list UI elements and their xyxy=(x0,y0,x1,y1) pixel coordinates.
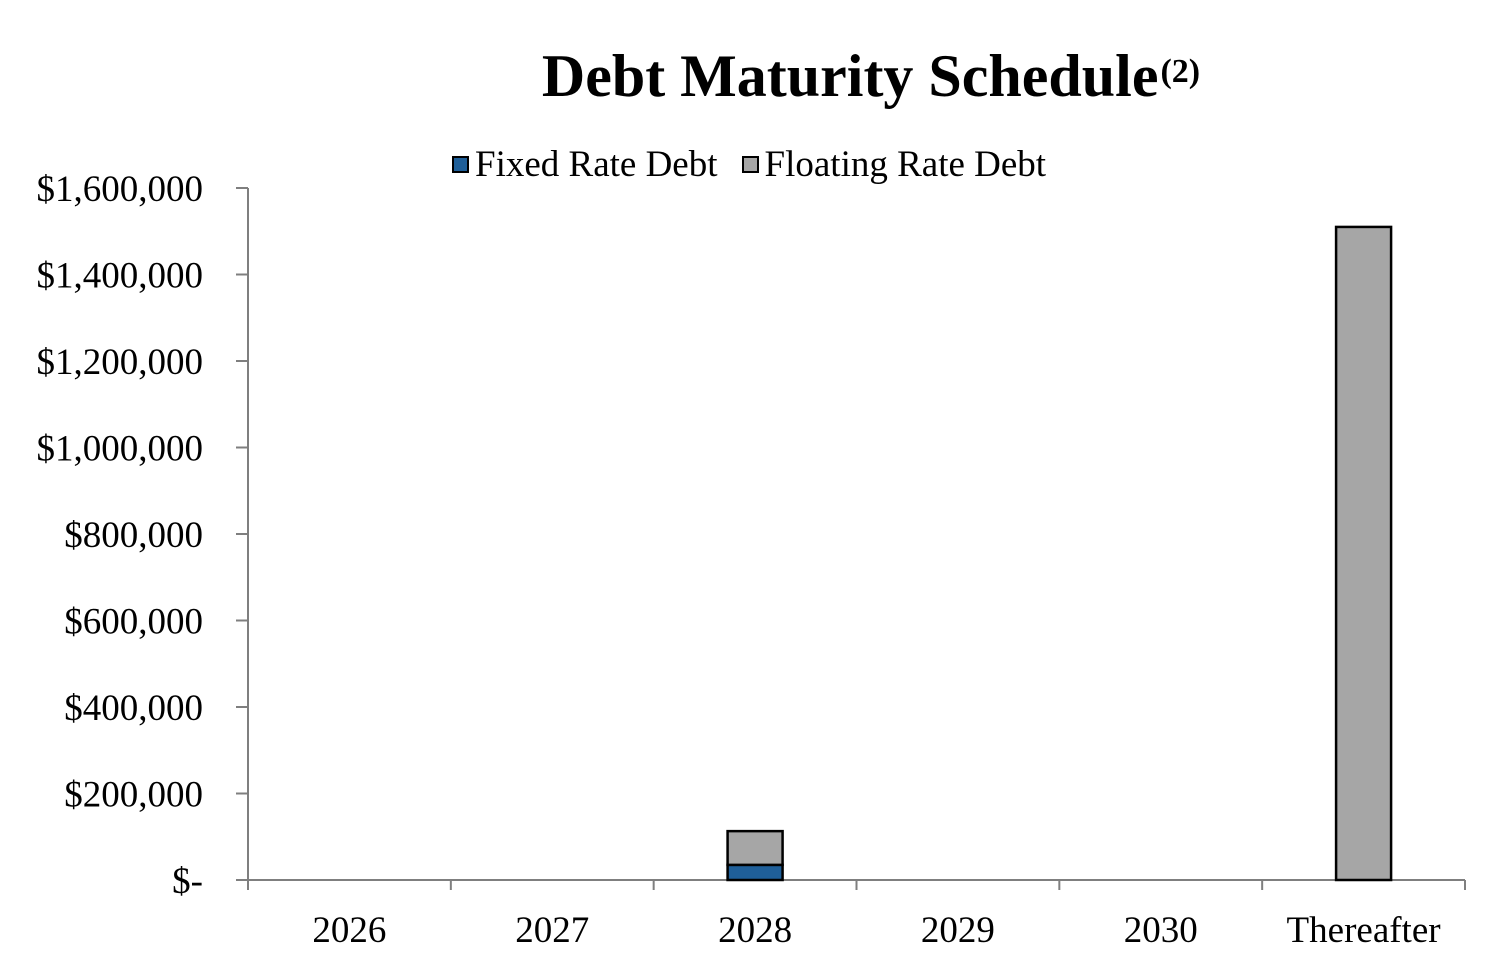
legend-swatch-floating-rate-debt xyxy=(741,155,759,173)
x-tick-label: 2026 xyxy=(312,910,386,951)
x-axis: 2026 2027 2028 2029 2030 Thereafter xyxy=(247,879,1466,951)
bar-floating-rate-debt xyxy=(1334,225,1393,882)
y-tick-label: $1,600,000 xyxy=(37,169,204,210)
legend-item-floating-rate-debt: Floating Rate Debt xyxy=(741,143,1047,186)
bar-floating-rate-debt xyxy=(726,829,784,867)
y-tick-label: $200,000 xyxy=(64,775,203,816)
y-tick-label: $1,400,000 xyxy=(37,256,204,297)
x-tick-label: 2029 xyxy=(921,910,995,951)
chart-title: Debt Maturity Schedule(2) xyxy=(0,38,1512,114)
legend-label-floating-rate-debt: Floating Rate Debt xyxy=(764,143,1047,185)
x-tick-label: 2028 xyxy=(718,910,792,951)
chart-title-superscript: (2) xyxy=(1160,53,1201,90)
y-tick-label: $- xyxy=(172,861,203,902)
y-tick-label: $1,200,000 xyxy=(37,342,204,383)
x-tick-label: 2030 xyxy=(1124,910,1198,951)
chart-legend: Fixed Rate Debt Floating Rate Debt xyxy=(452,140,1070,188)
chart-title-text: Debt Maturity Schedule xyxy=(541,43,1159,109)
y-tick-label: $800,000 xyxy=(64,515,203,556)
y-tick-label: $1,000,000 xyxy=(37,429,204,470)
bar-group xyxy=(726,225,1393,882)
legend-label-fixed-rate-debt: Fixed Rate Debt xyxy=(475,143,718,185)
legend-swatch-fixed-rate-debt xyxy=(452,155,469,173)
y-tick-label: $600,000 xyxy=(64,602,203,643)
y-tick-label: $400,000 xyxy=(64,688,203,729)
x-tick-label: Thereafter xyxy=(1287,910,1441,951)
y-axis: $- $200,000 $400,000 $600,000 $800,000 $1,000… xyxy=(37,169,249,902)
legend-item-fixed-rate-debt: Fixed Rate Debt xyxy=(452,143,718,186)
x-tick-label: 2027 xyxy=(515,910,589,951)
bar-fixed-rate-debt xyxy=(726,863,784,882)
